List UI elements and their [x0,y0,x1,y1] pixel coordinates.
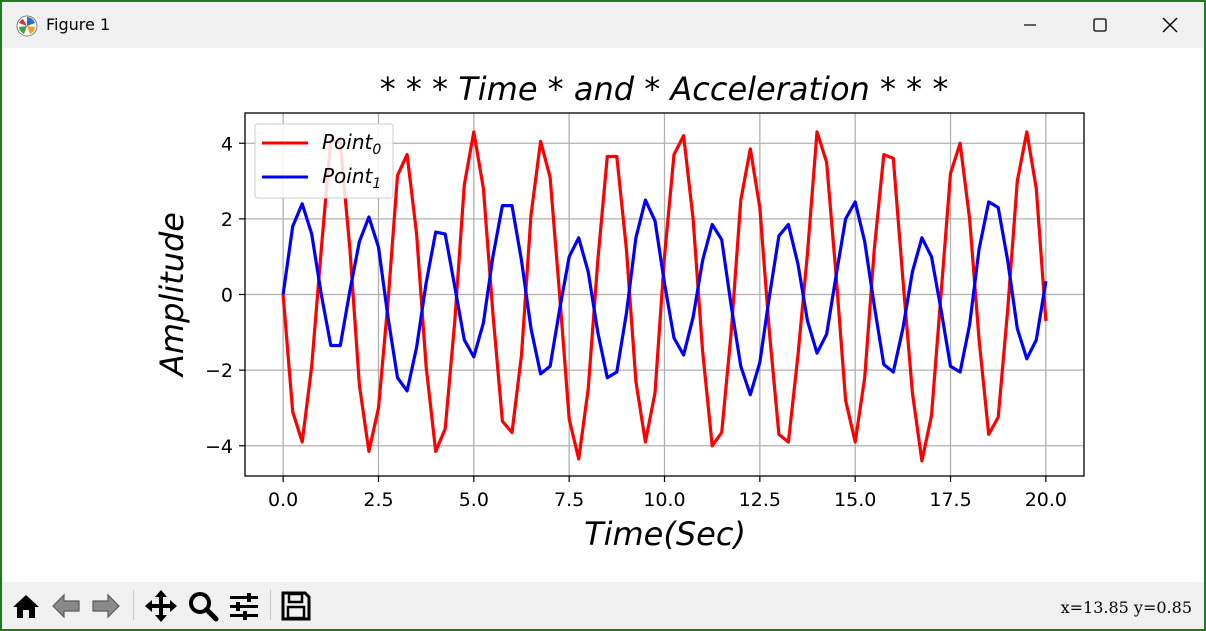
matplotlib-icon [16,15,38,37]
y-tick-labels: −4 −2 0 2 4 [205,133,233,458]
x-tick-label: 5.0 [459,489,489,511]
legend-label-point-0: Point0 [322,130,381,158]
tick-marks [239,142,1047,482]
home-button[interactable] [8,588,44,624]
forward-arrow-icon [92,593,120,619]
legend-label-point-1: Point1 [322,164,381,192]
toolbar-separator [133,590,134,620]
legend-label-point-1-sub: 1 [372,176,381,192]
series-line-point-1 [281,198,1048,397]
y-tick-label: 2 [221,209,233,231]
x-tick-label: 7.5 [554,489,584,511]
configure-subplots-icon [230,593,258,620]
cursor-coordinates: x=13.85 y=0.85 [1060,598,1192,617]
legend-label-point-1-base: Point [322,164,374,188]
configure-subplots-button[interactable] [226,588,262,624]
series-layer [281,130,1048,463]
x-tick-label: 10.0 [643,489,685,511]
x-tick-label: 15.0 [834,489,876,511]
navigation-toolbar: x=13.85 y=0.85 [2,582,1204,629]
close-icon [1162,17,1178,33]
save-button[interactable] [278,588,314,624]
x-tick-label: 2.5 [363,489,393,511]
back-arrow-icon [52,593,80,619]
y-tick-label: −2 [205,360,233,382]
minimize-icon [1024,24,1036,26]
line-chart: 0.0 2.5 5.0 7.5 10.0 12.5 15.0 17.5 20.0 −4 −2 0 2 4… [153,70,1085,553]
grid-lines [245,113,1084,476]
x-tick-label: 12.5 [739,489,781,511]
back-button[interactable] [48,588,84,624]
y-tick-label: −4 [205,436,233,458]
title-bar: Figure 1 [2,2,1204,48]
series-line-point-0 [281,130,1048,463]
x-tick-label: 0.0 [268,489,298,511]
x-tick-labels: 0.0 2.5 5.0 7.5 10.0 12.5 15.0 17.5 20.0 [268,489,1067,511]
minimize-button[interactable] [995,2,1065,48]
legend: Point0 Point1 [254,123,394,199]
home-icon [13,595,39,618]
x-axis-label: Time(Sec) [584,515,746,553]
legend-label-point-0-sub: 0 [372,142,381,158]
close-button[interactable] [1135,2,1204,48]
y-tick-label: 0 [221,285,233,307]
maximize-icon [1093,18,1107,32]
window-title: Figure 1 [46,15,111,34]
y-tick-label: 4 [221,133,233,155]
chart-title: * * * Time * and * Acceleration * * * [380,70,949,108]
pan-icon [145,590,177,622]
zoom-button[interactable] [185,588,221,624]
legend-label-point-0-base: Point [322,130,374,154]
x-tick-label: 17.5 [929,489,971,511]
forward-button[interactable] [88,588,124,624]
save-icon [281,591,311,621]
plot-canvas[interactable]: 0.0 2.5 5.0 7.5 10.0 12.5 15.0 17.5 20.0 −4 −2 0 2 4… [2,48,1204,582]
maximize-button[interactable] [1065,2,1135,48]
toolbar-separator [270,590,271,620]
y-axis-label: Amplitude [153,212,191,378]
pan-button[interactable] [143,588,179,624]
zoom-icon [189,592,219,622]
x-tick-label: 20.0 [1025,489,1067,511]
